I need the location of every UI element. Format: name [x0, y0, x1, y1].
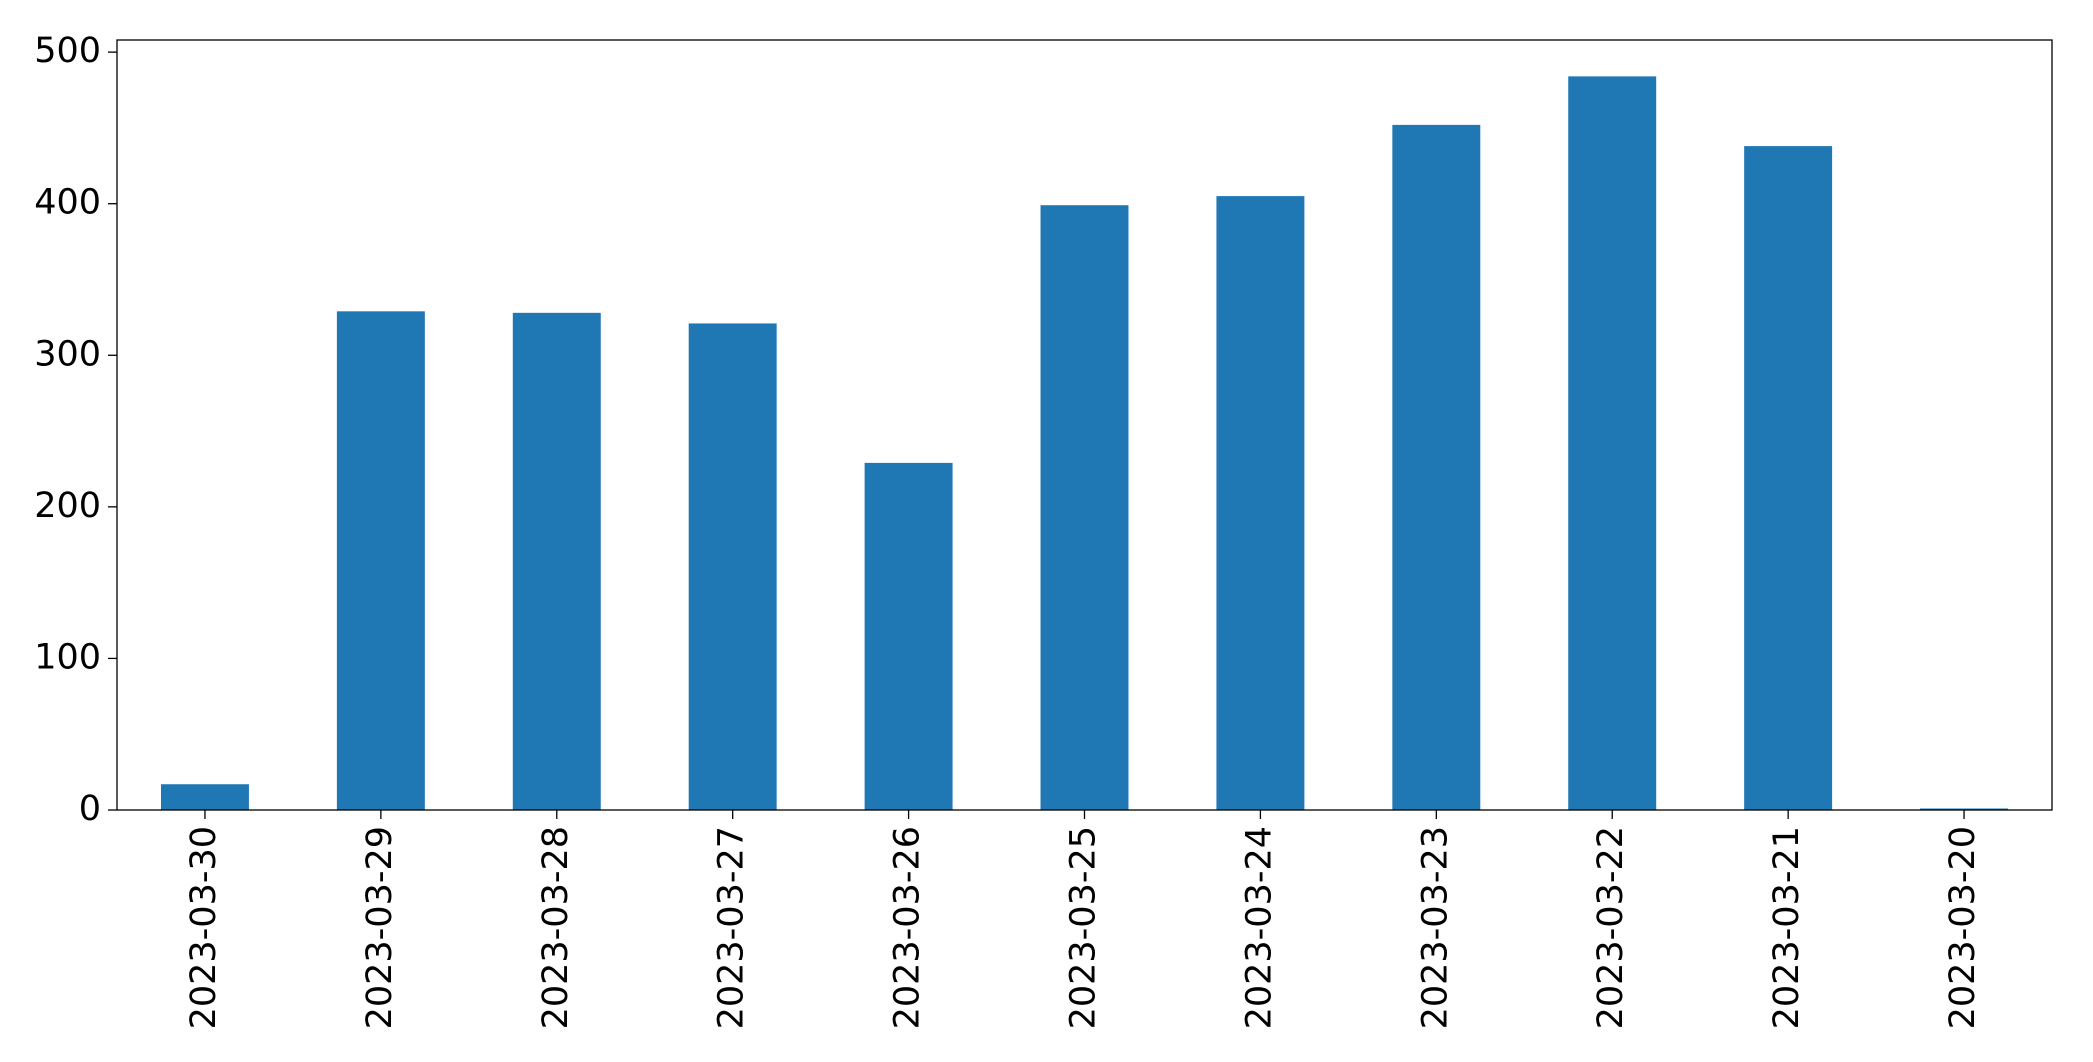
x-tick-label: 2023-03-26	[888, 826, 928, 1029]
x-tick-label: 2023-03-28	[536, 826, 576, 1029]
plot-frame	[116, 39, 2053, 811]
bar	[688, 323, 777, 810]
x-tick-label: 2023-03-30	[184, 826, 224, 1029]
y-tick-label: 100	[34, 637, 101, 677]
x-tick-label: 2023-03-27	[712, 826, 752, 1029]
y-tick-label: 400	[34, 183, 101, 223]
bar	[1744, 146, 1833, 810]
x-tick-label: 2023-03-23	[1415, 826, 1455, 1029]
bar	[336, 311, 425, 810]
x-tick-label: 2023-03-24	[1239, 826, 1279, 1029]
x-tick-label: 2023-03-25	[1064, 826, 1104, 1029]
y-tick-label: 200	[34, 486, 101, 526]
x-tick-label: 2023-03-21	[1767, 826, 1807, 1029]
y-tick-label: 500	[34, 31, 101, 71]
x-tick-label: 2023-03-29	[360, 826, 400, 1029]
bar	[864, 462, 953, 810]
x-tick-label: 2023-03-20	[1943, 826, 1983, 1029]
bar	[160, 784, 249, 810]
bar	[1568, 76, 1657, 811]
bar	[1392, 124, 1481, 810]
bar	[1920, 808, 2009, 810]
bar	[512, 312, 601, 810]
bar	[1216, 196, 1305, 810]
bar	[1040, 205, 1129, 810]
y-tick-label: 300	[34, 334, 101, 374]
y-tick-label: 0	[79, 789, 101, 829]
x-tick-label: 2023-03-22	[1591, 826, 1631, 1029]
